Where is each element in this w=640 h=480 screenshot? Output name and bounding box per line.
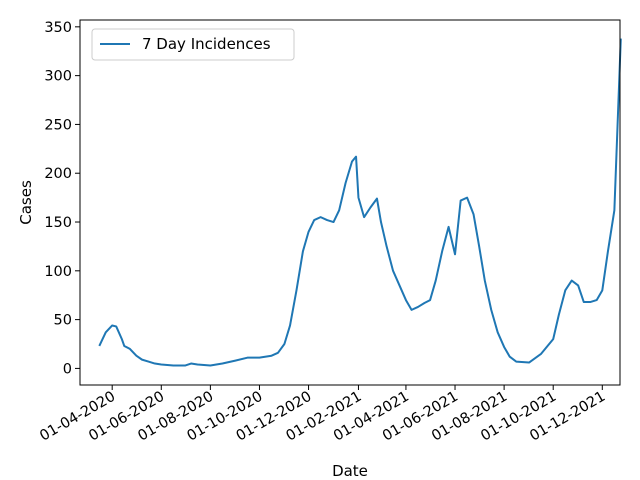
- legend-label: 7 Day Incidences: [142, 35, 271, 53]
- y-tick-label: 200: [44, 166, 72, 182]
- series-layer: [98, 38, 622, 367]
- series-line-0: [98, 38, 622, 367]
- y-tick-label: 150: [44, 215, 72, 231]
- legend-box: [91, 28, 295, 61]
- y-tick-label: 300: [44, 69, 72, 85]
- y-tick-label: 0: [63, 361, 72, 377]
- y-tick-label: 50: [54, 313, 72, 329]
- x-axis: 01-04-202001-06-202001-08-202001-10-2020…: [37, 385, 608, 445]
- y-tick-label: 350: [44, 20, 72, 36]
- y-axis-title: Cases: [17, 180, 35, 225]
- y-tick-label: 250: [44, 117, 72, 133]
- y-axis: 0 50 100 150 200 250 300 350: [44, 20, 80, 377]
- x-axis-title: Date: [332, 462, 368, 480]
- legend: 7 Day Incidences: [91, 28, 295, 61]
- plot-frame: [79, 19, 621, 386]
- y-tick-label: 100: [44, 264, 72, 280]
